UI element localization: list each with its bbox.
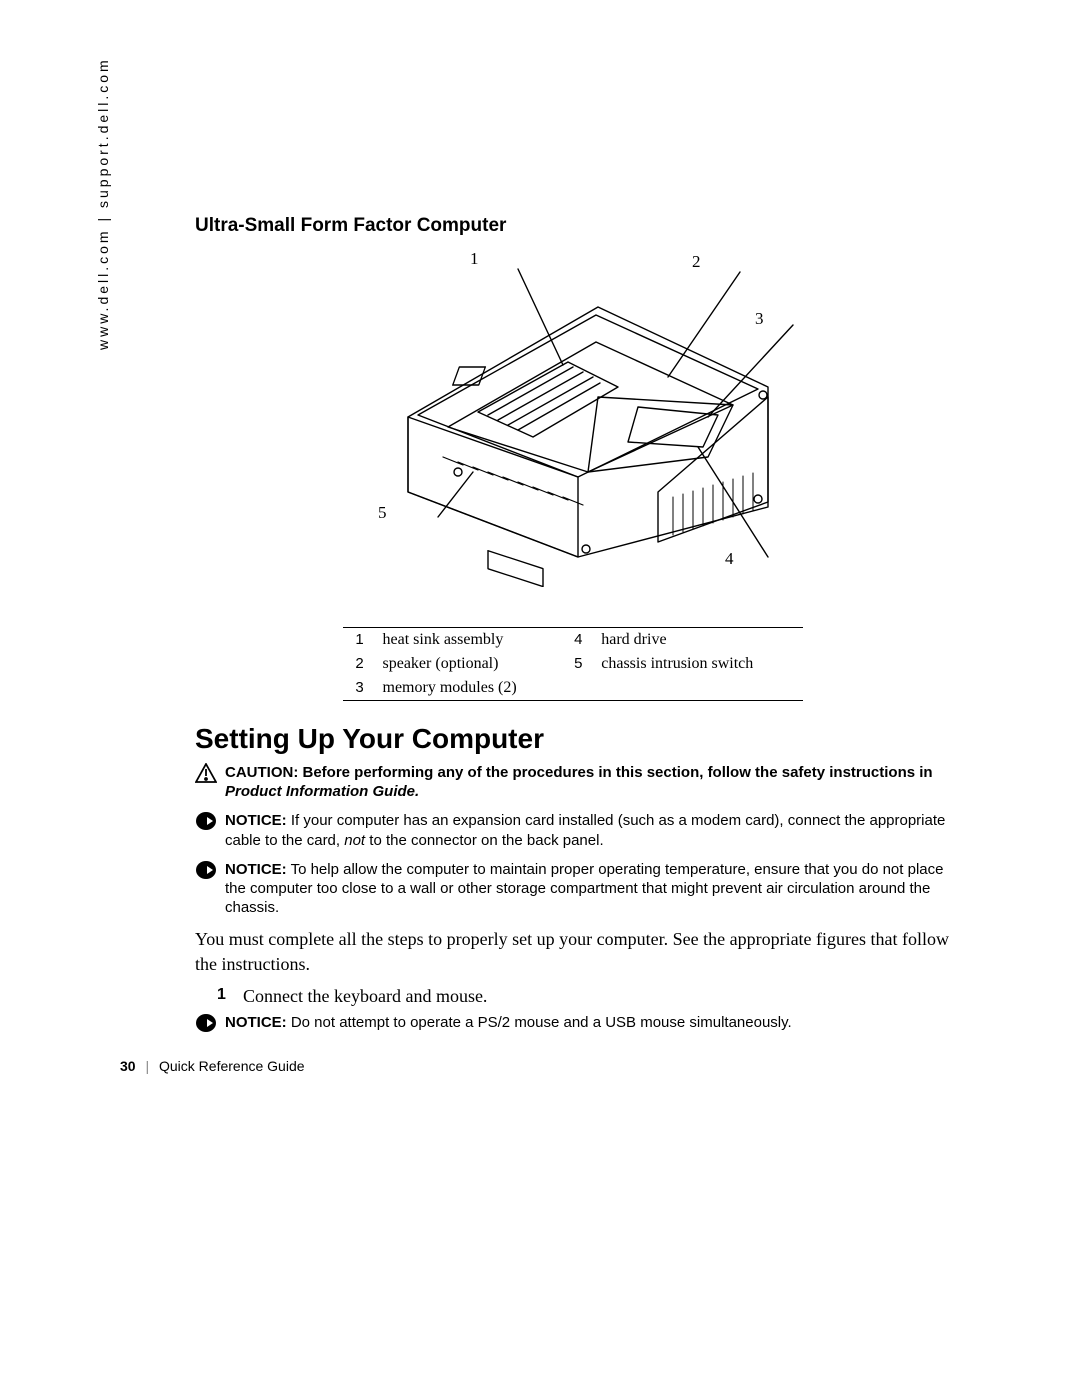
section-heading: Setting Up Your Computer [195,723,950,755]
notice-label: NOTICE: [225,1014,287,1031]
notice-body: To help allow the computer to maintain p… [225,861,943,916]
section-subheading: Ultra-Small Form Factor Computer [195,215,950,237]
table-row: 2 speaker (optional) 5 chassis intrusion… [343,652,803,676]
callout-1: 1 [470,249,479,269]
table-row: 3 memory modules (2) [343,676,803,701]
part-num: 1 [343,628,377,653]
computer-diagram [338,247,808,587]
notice-text: NOTICE: To help allow the computer to ma… [225,860,950,918]
caution-triangle-icon [195,763,217,783]
part-label: speaker (optional) [377,652,562,676]
part-label: heat sink assembly [377,628,562,653]
notice-text: NOTICE: If your computer has an expansio… [225,811,950,849]
notice-label: NOTICE: [225,812,287,829]
table-row: 1 heat sink assembly 4 hard drive [343,628,803,653]
part-num: 2 [343,652,377,676]
body-paragraph: You must complete all the steps to prope… [195,927,950,976]
notice-arrow-icon [195,1013,217,1033]
notice-not: not [344,832,365,849]
callout-5: 5 [378,503,387,523]
step-number: 1 [217,986,231,1007]
footer-separator: | [145,1058,149,1074]
notice-label: NOTICE: [225,861,287,878]
callout-2: 2 [692,252,701,272]
caution-label: CAUTION: [225,764,298,781]
footer-title: Quick Reference Guide [159,1058,305,1074]
notice-block-1: NOTICE: If your computer has an expansio… [195,811,950,849]
callout-4: 4 [725,549,734,569]
part-num: 3 [343,676,377,701]
caution-body: Before performing any of the procedures … [303,764,933,781]
part-label: chassis intrusion switch [595,652,802,676]
step-text: Connect the keyboard and mouse. [243,986,487,1007]
notice-arrow-icon [195,811,217,831]
part-num: 5 [561,652,595,676]
part-label: memory modules (2) [377,676,562,701]
notice-block-2: NOTICE: To help allow the computer to ma… [195,860,950,918]
caution-text: CAUTION: Before performing any of the pr… [225,763,950,801]
notice-text: NOTICE: Do not attempt to operate a PS/2… [225,1013,950,1032]
diagram-area: 1 2 3 4 5 [195,247,950,607]
callout-3: 3 [755,309,764,329]
caution-link: Product Information Guide. [225,783,419,800]
page: www.dell.com | support.dell.com Ultra-Sm… [0,0,1080,1397]
notice-arrow-icon [195,860,217,880]
part-label: hard drive [595,628,802,653]
notice-block-3: NOTICE: Do not attempt to operate a PS/2… [195,1013,950,1033]
step-1: 1 Connect the keyboard and mouse. [217,986,950,1007]
notice-body-b: to the connector on the back panel. [365,832,604,849]
part-num: 4 [561,628,595,653]
side-url-text: www.dell.com | support.dell.com [95,57,111,350]
parts-legend-table: 1 heat sink assembly 4 hard drive 2 spea… [343,627,803,701]
page-number: 30 [120,1058,136,1074]
notice-body: Do not attempt to operate a PS/2 mouse a… [291,1014,792,1031]
page-footer: 30 | Quick Reference Guide [120,1058,305,1074]
content-area: Ultra-Small Form Factor Computer [195,215,950,1043]
caution-block: CAUTION: Before performing any of the pr… [195,763,950,801]
